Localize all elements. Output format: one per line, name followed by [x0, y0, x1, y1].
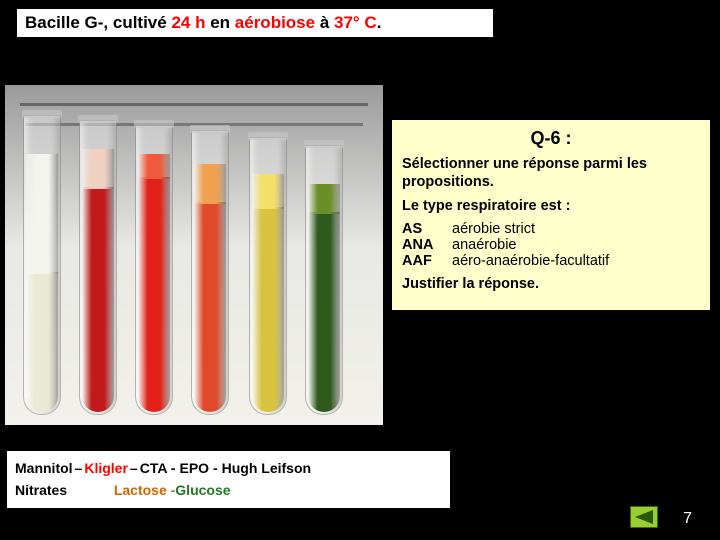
labels-box: Mannitol–Kligler– CTA - EPO - Hugh Leifs…	[6, 450, 451, 509]
question-box: Q-6 : Sélectionner une réponse parmi les…	[390, 118, 712, 312]
question-footer: Justifier la réponse.	[402, 275, 700, 293]
label-segment: Nitrates	[15, 479, 67, 501]
answer-option[interactable]: AAF aéro-anaérobie-facultatif	[402, 253, 700, 269]
arrow-right-icon	[635, 510, 653, 524]
test-tube	[305, 145, 343, 415]
answer-option[interactable]: ANA anaérobie	[402, 237, 700, 253]
label-segment: Mannitol	[15, 457, 73, 479]
label-segment: Glucose	[175, 479, 230, 501]
label-segment: Lactose -	[114, 479, 175, 501]
test-tube	[249, 137, 287, 415]
tubes-photo	[5, 85, 383, 425]
labels-row-2: Nitrates Lactose - Glucose	[15, 479, 442, 501]
rack-bar	[20, 103, 368, 106]
test-tube	[135, 125, 173, 415]
test-tube	[79, 120, 117, 415]
option-label: anaérobie	[452, 237, 517, 253]
test-tube	[191, 130, 229, 415]
question-instruction: Sélectionner une réponse parmi les propo…	[402, 155, 700, 191]
title-box: Bacille G-, cultivé 24 h en aérobiose à …	[16, 8, 494, 38]
option-label: aérobie strict	[452, 221, 535, 237]
question-id: Q-6 :	[402, 128, 700, 149]
title-text: Bacille G-, cultivé 24 h en aérobiose à …	[25, 13, 381, 32]
options-list: AS aérobie strict ANA anaérobie AAF aéro-anaé…	[402, 221, 700, 269]
page-number: 7	[683, 510, 692, 528]
test-tube	[23, 115, 61, 415]
label-segment: Kligler	[84, 457, 128, 479]
question-text: Le type respiratoire est :	[402, 197, 700, 215]
label-segment: EPO -	[179, 457, 217, 479]
separator: –	[73, 457, 85, 479]
next-button[interactable]	[630, 506, 658, 528]
labels-row-1: Mannitol–Kligler– CTA - EPO - Hugh Leifs…	[15, 457, 442, 479]
answer-option[interactable]: AS aérobie strict	[402, 221, 700, 237]
separator: –	[128, 457, 140, 479]
label-segment: Hugh Leifson	[222, 457, 311, 479]
option-code: AS	[402, 221, 444, 237]
option-code: AAF	[402, 253, 444, 269]
option-label: aéro-anaérobie-facultatif	[452, 253, 609, 269]
label-segment: CTA -	[140, 457, 176, 479]
option-code: ANA	[402, 237, 444, 253]
